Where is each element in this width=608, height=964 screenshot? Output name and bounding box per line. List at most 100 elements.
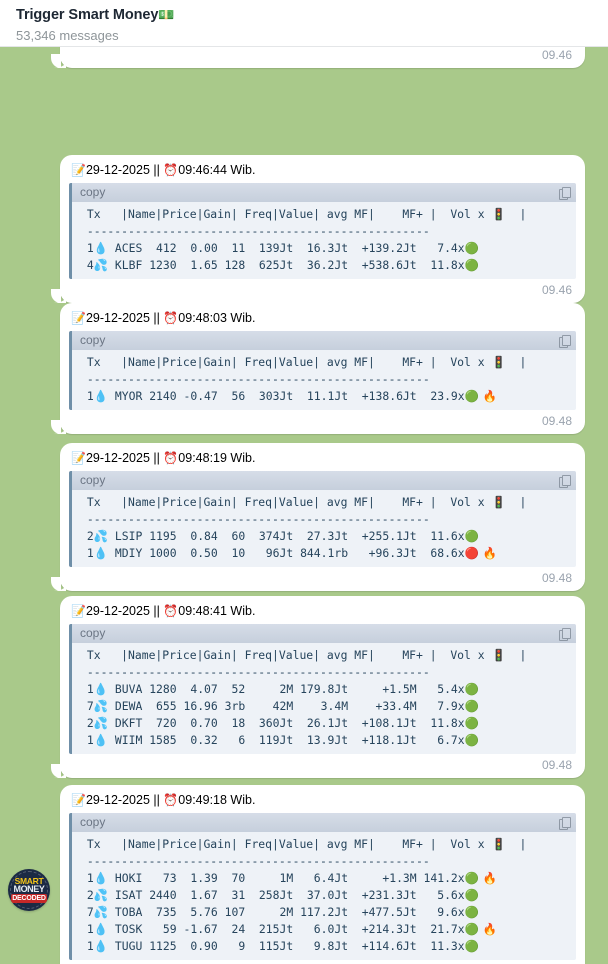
copy-icon[interactable] [559,186,571,200]
message-timestamp: 09.48 [541,414,572,428]
table-row: 1💧 TOSK 59 -1.67 24 215Jt 6.0Jt +214.3Jt… [72,921,576,938]
traffic-light-icon: 🚦 [491,355,506,369]
copy-icon[interactable] [559,627,571,641]
copy-button[interactable]: copy [80,333,106,347]
table-row: 1💧 MYOR 2140 -0.47 56 303Jt 11.1Jt +138.… [72,388,576,405]
row-tx: 1 [80,241,94,255]
table-row: 1💧 MDIY 1000 0.50 10 96Jt 844.1rb +96.3J… [72,545,576,562]
code-block-body: Tx |Name|Price|Gain| Freq|Value| avg MF|… [72,832,576,960]
avatar[interactable]: SMART MONEY DECODED [8,869,50,911]
row-values: TUGU 1125 0.90 9 115Jt 9.8Jt +114.6Jt 11… [108,939,465,953]
table-header-text: Tx |Name|Price|Gain| Freq|Value| avg MF|… [80,207,492,221]
table-row: 2💦 DKFT 720 0.70 18 360Jt 26.1Jt +108.1J… [72,715,576,732]
message-timestamp: 09.46 [541,283,572,297]
status-light-icon: 🟢 [464,529,479,543]
fire-icon: 🔥 [478,389,497,403]
calendar-icon: 📝 [71,451,86,465]
status-light-icon: 🟢 [464,682,479,696]
code-block-body: Tx |Name|Price|Gain| Freq|Value| avg MF|… [72,202,576,279]
message-bubble[interactable]: 📝29-12-2025 || ⏰09:48:03 Wib. copy Tx |Na… [51,303,585,434]
message-bubble[interactable]: 📝29-12-2025 || ⏰09:49:18 Wib. copy Tx |Na… [60,785,585,964]
table-header-text: Tx |Name|Price|Gain| Freq|Value| avg MF|… [80,837,492,851]
chat-scroll-area[interactable]: ----------------------------------------… [0,47,608,964]
table-separator: ----------------------------------------… [80,372,430,386]
table-separator: ----------------------------------------… [80,224,430,238]
status-light-icon: 🟢 [464,241,479,255]
table-row: 1💧 ACES 412 0.00 11 139Jt 16.3Jt +139.2J… [72,240,576,257]
message-date-text: 29-12-2025 || [85,311,164,325]
copy-icon[interactable] [559,334,571,348]
code-block-body: Tx |Name|Price|Gain| Freq|Value| avg MF|… [72,350,576,410]
status-light-icon: 🟢 [464,939,479,953]
copy-button[interactable]: copy [80,473,106,487]
message-date-line: 📝29-12-2025 || ⏰09:48:19 Wib. [69,449,576,471]
message-date-text: 29-12-2025 || [85,451,164,465]
copy-button[interactable]: copy [80,815,106,829]
row-tx: 1 [80,682,94,696]
row-values: DEWA 655 16.96 3rb 42M 3.4M +33.4M 7.9x [108,699,465,713]
table-header-text: Tx |Name|Price|Gain| Freq|Value| avg MF|… [80,648,492,662]
table-row: 1💧 BUVA 1280 4.07 52 2M 179.8Jt +1.5M 5.… [72,681,576,698]
table-header-tail: | [505,648,527,662]
message-bubble[interactable]: 📝29-12-2025 || ⏰09:48:41 Wib. copy Tx |Na… [51,596,585,778]
row-values: MYOR 2140 -0.47 56 303Jt 11.1Jt +138.6Jt… [108,389,465,403]
message-time-text: 09:48:03 Wib. [178,311,256,325]
message-bubble[interactable]: 📝29-12-2025 || ⏰09:48:19 Wib. copy Tx |Na… [51,443,585,591]
fire-icon: 🔥 [478,871,497,885]
status-light-icon: 🟢 [464,888,479,902]
table-header-row: Tx |Name|Price|Gain| Freq|Value| avg MF|… [72,354,576,371]
table-header-text: Tx |Name|Price|Gain| Freq|Value| avg MF|… [80,495,492,509]
traffic-light-icon: 🚦 [491,648,506,662]
table-row: 7💦 DEWA 655 16.96 3rb 42M 3.4M +33.4M 7.… [72,698,576,715]
chat-title-text: Trigger Smart Money [16,7,159,23]
message-time-text: 09:48:19 Wib. [178,451,256,465]
row-values: WIIM 1585 0.32 6 119Jt 13.9Jt +118.1Jt 6… [108,733,465,747]
droplet-icon: 💦 [93,905,109,919]
row-values: MDIY 1000 0.50 10 96Jt 844.1rb +96.3Jt 6… [108,546,465,560]
table-header-tail: | [505,837,527,851]
message-bubble[interactable]: 📝29-12-2025 || ⏰09:46:44 Wib. copy Tx |Na… [51,155,585,303]
row-values: DKFT 720 0.70 18 360Jt 26.1Jt +108.1Jt 1… [108,716,465,730]
copy-icon[interactable] [559,474,571,488]
table-separator: ----------------------------------------… [80,665,430,679]
status-light-icon: 🟢 [464,258,479,272]
calendar-icon: 📝 [71,793,86,807]
copy-button[interactable]: copy [80,626,106,640]
droplet-icon: 💧 [93,922,109,936]
avatar-ring [10,871,48,909]
status-light-icon: 🟢 [464,922,479,936]
code-block-header: copy [72,624,576,643]
droplet-icon: 💦 [93,529,109,543]
code-block: copy Tx |Name|Price|Gain| Freq|Value| av… [69,813,576,960]
droplet-icon: 💦 [93,699,109,713]
message-date-line: 📝29-12-2025 || ⏰09:49:18 Wib. [69,791,576,813]
row-tx: 1 [80,871,94,885]
traffic-light-icon: 🚦 [491,495,506,509]
table-separator: ----------------------------------------… [80,512,430,526]
row-tx: 1 [80,733,94,747]
row-values: ACES 412 0.00 11 139Jt 16.3Jt +139.2Jt 7… [108,241,465,255]
alarm-clock-icon: ⏰ [163,311,179,325]
droplet-icon: 💦 [93,888,109,902]
message-timestamp: 09.48 [541,571,572,585]
copy-button[interactable]: copy [80,185,106,199]
code-block-header: copy [72,183,576,202]
message-timestamp: 09.49 [69,960,576,964]
alarm-clock-icon: ⏰ [163,604,179,618]
avatar-line-1: SMART [14,876,44,886]
code-block: copy Tx |Name|Price|Gain| Freq|Value| av… [69,331,576,410]
row-values: BUVA 1280 4.07 52 2M 179.8Jt +1.5M 5.4x [108,682,465,696]
droplet-icon: 💧 [93,241,109,255]
alarm-clock-icon: ⏰ [163,451,179,465]
message-time-text: 09:49:18 Wib. [178,793,256,807]
status-light-icon: 🟢 [464,871,479,885]
message-timestamp: 09.48 [541,758,572,772]
message-bubble[interactable]: ----------------------------------------… [51,47,585,68]
status-light-icon: 🟢 [464,389,479,403]
table-separator: ----------------------------------------… [80,854,430,868]
fire-icon: 🔥 [478,546,497,560]
message-time-text: 09:46:44 Wib. [178,163,256,177]
copy-icon[interactable] [559,816,571,830]
row-tx: 1 [80,546,94,560]
table-header-row: Tx |Name|Price|Gain| Freq|Value| avg MF|… [72,836,576,853]
